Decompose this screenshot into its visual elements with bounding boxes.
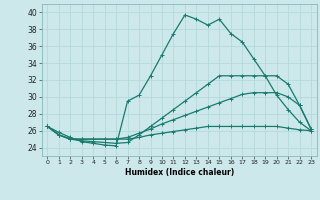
- X-axis label: Humidex (Indice chaleur): Humidex (Indice chaleur): [124, 168, 234, 177]
